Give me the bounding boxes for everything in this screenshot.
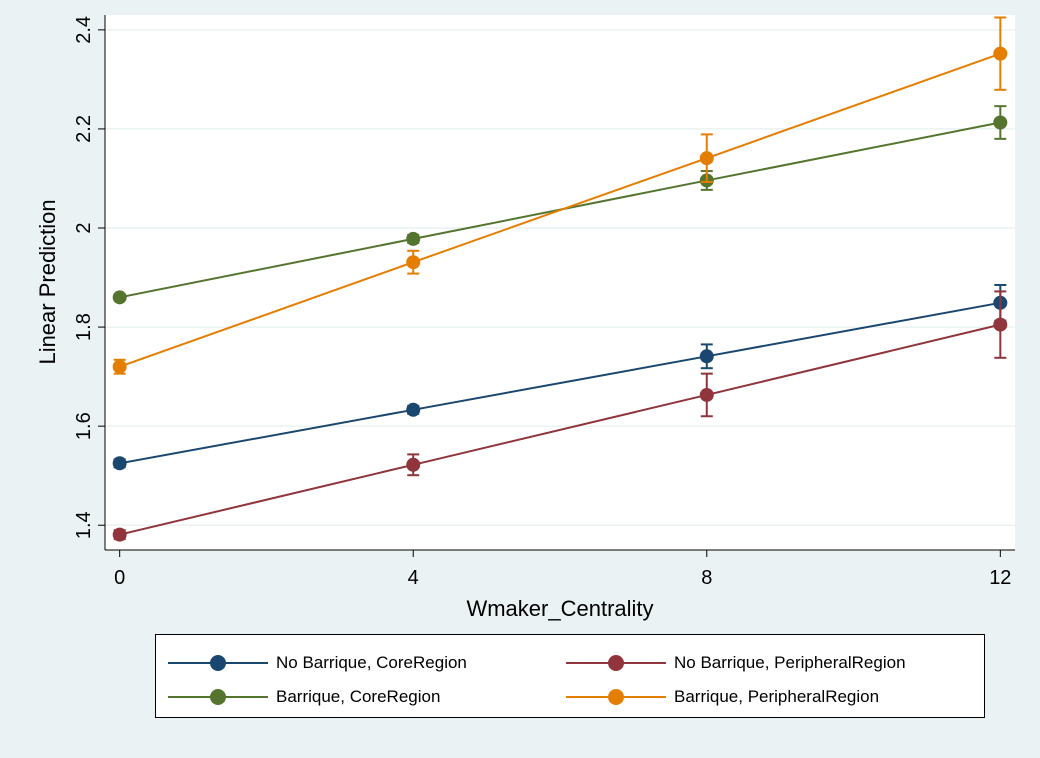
data-point <box>112 290 127 305</box>
x-tick-label: 0 <box>114 567 125 589</box>
data-point <box>406 231 421 246</box>
gridlines <box>105 29 1015 526</box>
legend-label: No Barrique, CoreRegion <box>276 653 467 672</box>
x-tick-label: 4 <box>408 567 419 589</box>
legend-label: No Barrique, PeripheralRegion <box>674 653 906 672</box>
y-tick-label: 2.4 <box>73 16 95 44</box>
legend-swatch <box>566 685 666 709</box>
data-point <box>112 456 127 471</box>
x-tick-label: 8 <box>701 567 712 589</box>
data-point <box>993 46 1008 61</box>
legend-item-no-barrique-core: No Barrique, CoreRegion <box>168 651 467 675</box>
data-point <box>699 349 714 364</box>
series-line <box>119 52 1001 368</box>
y-tick-label: 2.2 <box>73 115 95 143</box>
legend-label: Barrique, PeripheralRegion <box>674 687 880 706</box>
y-tick-label: 2 <box>73 222 95 233</box>
data-point <box>112 359 127 374</box>
y-axis-label: Linear Prediction <box>35 199 60 364</box>
legend-swatch <box>168 685 268 709</box>
legend-label: Barrique, CoreRegion <box>276 687 441 706</box>
data-point <box>406 457 421 472</box>
axes: 1.4 1.6 1.8 2 2.2 2.4 0 4 8 12 <box>73 15 1015 589</box>
data-point <box>112 527 127 542</box>
x-tick-label: 12 <box>989 567 1011 589</box>
data-point <box>993 115 1008 130</box>
data-point <box>406 402 421 417</box>
y-tick-label: 1.4 <box>73 511 95 539</box>
x-axis-label: Wmaker_Centrality <box>466 596 653 621</box>
plot-area <box>105 15 1015 550</box>
data-point <box>699 151 714 166</box>
legend-item-barrique-core: Barrique, CoreRegion <box>168 685 440 709</box>
legend-swatch <box>168 651 268 675</box>
series-3 <box>112 16 1008 375</box>
legend-item-barrique-peripheral: Barrique, PeripheralRegion <box>566 685 879 709</box>
legend: No Barrique, CoreRegion No Barrique, Per… <box>155 634 985 718</box>
data-point <box>699 387 714 402</box>
data-point <box>993 317 1008 332</box>
series-layer <box>112 16 1008 542</box>
data-point <box>406 255 421 270</box>
series-line <box>119 301 1001 465</box>
y-tick-label: 1.6 <box>73 412 95 440</box>
legend-swatch <box>566 651 666 675</box>
legend-item-no-barrique-peripheral: No Barrique, PeripheralRegion <box>566 651 906 675</box>
series-1 <box>112 290 1008 542</box>
y-tick-label: 1.8 <box>73 313 95 341</box>
series-line <box>119 323 1001 536</box>
